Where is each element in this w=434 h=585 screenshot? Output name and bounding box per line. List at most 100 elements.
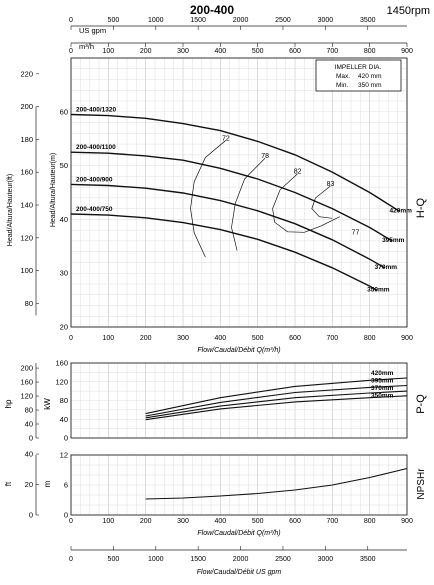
hq-x-tick-label: 400 <box>214 335 226 342</box>
top-usgpm-tick-label: 3000 <box>318 17 334 24</box>
npshr-y-tick-label-m: 6 <box>64 481 68 490</box>
pq-curve-label: 370mm <box>371 385 394 392</box>
hq-y-tick-label-m: 40 <box>60 215 68 224</box>
pq-curve-370mm <box>145 390 408 419</box>
pq-y-tick-label-kw: 40 <box>60 415 68 424</box>
pq-y-axis-label-hp: hp <box>4 399 13 408</box>
pq-y-tick-label-kw: 0 <box>64 434 68 443</box>
top-usgpm-tick-label: 0 <box>69 17 73 24</box>
npshr-x-tick-label: 400 <box>214 518 226 525</box>
bottom-usgpm-tick-label: 500 <box>108 556 120 563</box>
pq-y-tick-label-kw: 160 <box>55 359 68 368</box>
hq-y-tick-label-m: 30 <box>60 269 68 278</box>
top-usgpm-tick-label: 2000 <box>233 17 249 24</box>
hq-curve-label: 200-400/900 <box>76 176 113 183</box>
top-m3h-tick-label: 900 <box>401 48 413 55</box>
npshr-x-tick-label: 0 <box>69 518 73 525</box>
top-m3h-tick-label: 400 <box>214 48 226 55</box>
npshr-x-tick-label: 600 <box>289 518 301 525</box>
hq-x-axis-label: Flow/Caudal/Débit Q(m³/h) <box>197 347 280 354</box>
npshr-y-axis-label-m: m <box>43 480 52 487</box>
npshr-x-tick-label: 800 <box>364 518 376 525</box>
top-usgpm-tick-label: 1000 <box>148 17 164 24</box>
pq-y-axis-label-kw: kW <box>43 398 52 410</box>
pq-curve-label: 395mm <box>371 378 394 385</box>
top-usgpm-tick-label: 3500 <box>360 17 376 24</box>
hq-x-tick-label: 900 <box>401 335 413 342</box>
top-m3h-tick-label: 600 <box>289 48 301 55</box>
top-m3h-tick-label: 300 <box>177 48 189 55</box>
hq-curve-395mm <box>70 151 393 242</box>
hq-y-tick-label-m: 60 <box>60 107 68 116</box>
pq-y-tick-label-kw: 120 <box>55 377 68 386</box>
hq-y-tick-label-m: 20 <box>60 323 68 332</box>
pq-y-tick-label-hp: 80 <box>25 406 33 415</box>
hq-diameter-label: 350mm <box>367 286 390 293</box>
pq-frame <box>70 362 408 439</box>
bottom-usgpm-tick-label: 2000 <box>233 556 249 563</box>
top-m3h-tick-label: 500 <box>252 48 264 55</box>
impeller-min-label: Min. <box>336 82 348 89</box>
npshr-x-tick-label: 700 <box>326 518 338 525</box>
bottom-usgpm-tick-label: 0 <box>69 556 73 563</box>
top-usgpm-tick-label: 2500 <box>275 17 291 24</box>
bottom-usgpm-tick-label: 3000 <box>318 556 334 563</box>
hq-x-tick-label: 200 <box>140 335 152 342</box>
speed-label: 1450rpm <box>387 5 430 17</box>
npshr-y-tick-label-ft: 0 <box>29 511 33 520</box>
np-frame <box>70 454 408 516</box>
hq-y-axis-label-m: Head/Altura/Hauteur(m) <box>50 153 57 227</box>
pq-curve-label: 420mm <box>371 370 394 377</box>
hq-diameter-label: 395mm <box>382 237 405 244</box>
pq-side-label: P-Q <box>415 394 427 414</box>
hq-curve-label: 200-400/1320 <box>76 106 117 113</box>
hq-side-label: H-Q <box>415 197 427 218</box>
top-m3h-tick-label: 100 <box>102 48 114 55</box>
npshr-x-tick-label: 200 <box>140 518 152 525</box>
hq-x-tick-label: 700 <box>326 335 338 342</box>
impeller-box-title: IMPELLER DIA. <box>335 64 382 71</box>
efficiency-curve-82 <box>272 173 340 233</box>
hq-y-tick-label-ft: 180 <box>20 135 33 144</box>
model-title: 200-400 <box>190 3 234 17</box>
pq-y-tick-label-hp: 40 <box>25 420 33 429</box>
hq-y-tick-label-ft: 120 <box>20 233 33 242</box>
npshr-x-axis-label: Flow/Caudal/Débit Q(m³/h) <box>197 530 280 537</box>
pq-y-tick-label-hp: 120 <box>20 392 33 401</box>
efficiency-curve-78 <box>231 157 266 251</box>
npshr-y-tick-label-m: 0 <box>64 511 68 520</box>
bottom-usgpm-tick-label: 1000 <box>148 556 164 563</box>
hq-x-tick-label: 500 <box>252 335 264 342</box>
pq-curve-350mm <box>145 395 408 421</box>
bottom-usgpm-tick-label: 3500 <box>360 556 376 563</box>
pq-curve-420mm <box>145 377 408 415</box>
hq-diameter-label: 420mm <box>390 207 413 214</box>
pq-y-tick-label-hp: 160 <box>20 378 33 387</box>
top-usgpm-tick-label: 1500 <box>190 17 206 24</box>
top-usgpm-tick-label: 500 <box>108 17 120 24</box>
impeller-max-label: Max. <box>336 73 350 80</box>
top-m3h-unit: m³/h <box>79 42 94 51</box>
npshr-side-label: NPSHr <box>416 468 427 500</box>
efficiency-label: 83 <box>327 181 335 188</box>
hq-curve-420mm <box>70 113 400 212</box>
npshr-x-tick-label: 500 <box>252 518 264 525</box>
hq-y-tick-label-m: 50 <box>60 161 68 170</box>
npshr-x-tick-label: 900 <box>401 518 413 525</box>
pq-y-tick-label-hp: 0 <box>29 434 33 443</box>
efficiency-curve-72 <box>190 140 227 258</box>
npshr-curve <box>145 467 408 500</box>
hq-curve-370mm <box>70 183 385 269</box>
hq-x-tick-label: 300 <box>177 335 189 342</box>
hq-y-tick-label-ft: 100 <box>20 266 33 275</box>
hq-curve-350mm <box>70 213 378 292</box>
hq-diameter-label: 370mm <box>375 264 398 271</box>
efficiency-label: 72 <box>222 135 230 142</box>
impeller-min-value: 350 mm <box>358 82 381 89</box>
top-m3h-tick-label: 700 <box>326 48 338 55</box>
hq-y-tick-label-ft: 160 <box>20 168 33 177</box>
pq-y-tick-label-hp: 200 <box>20 364 33 373</box>
hq-x-tick-label: 100 <box>102 335 114 342</box>
